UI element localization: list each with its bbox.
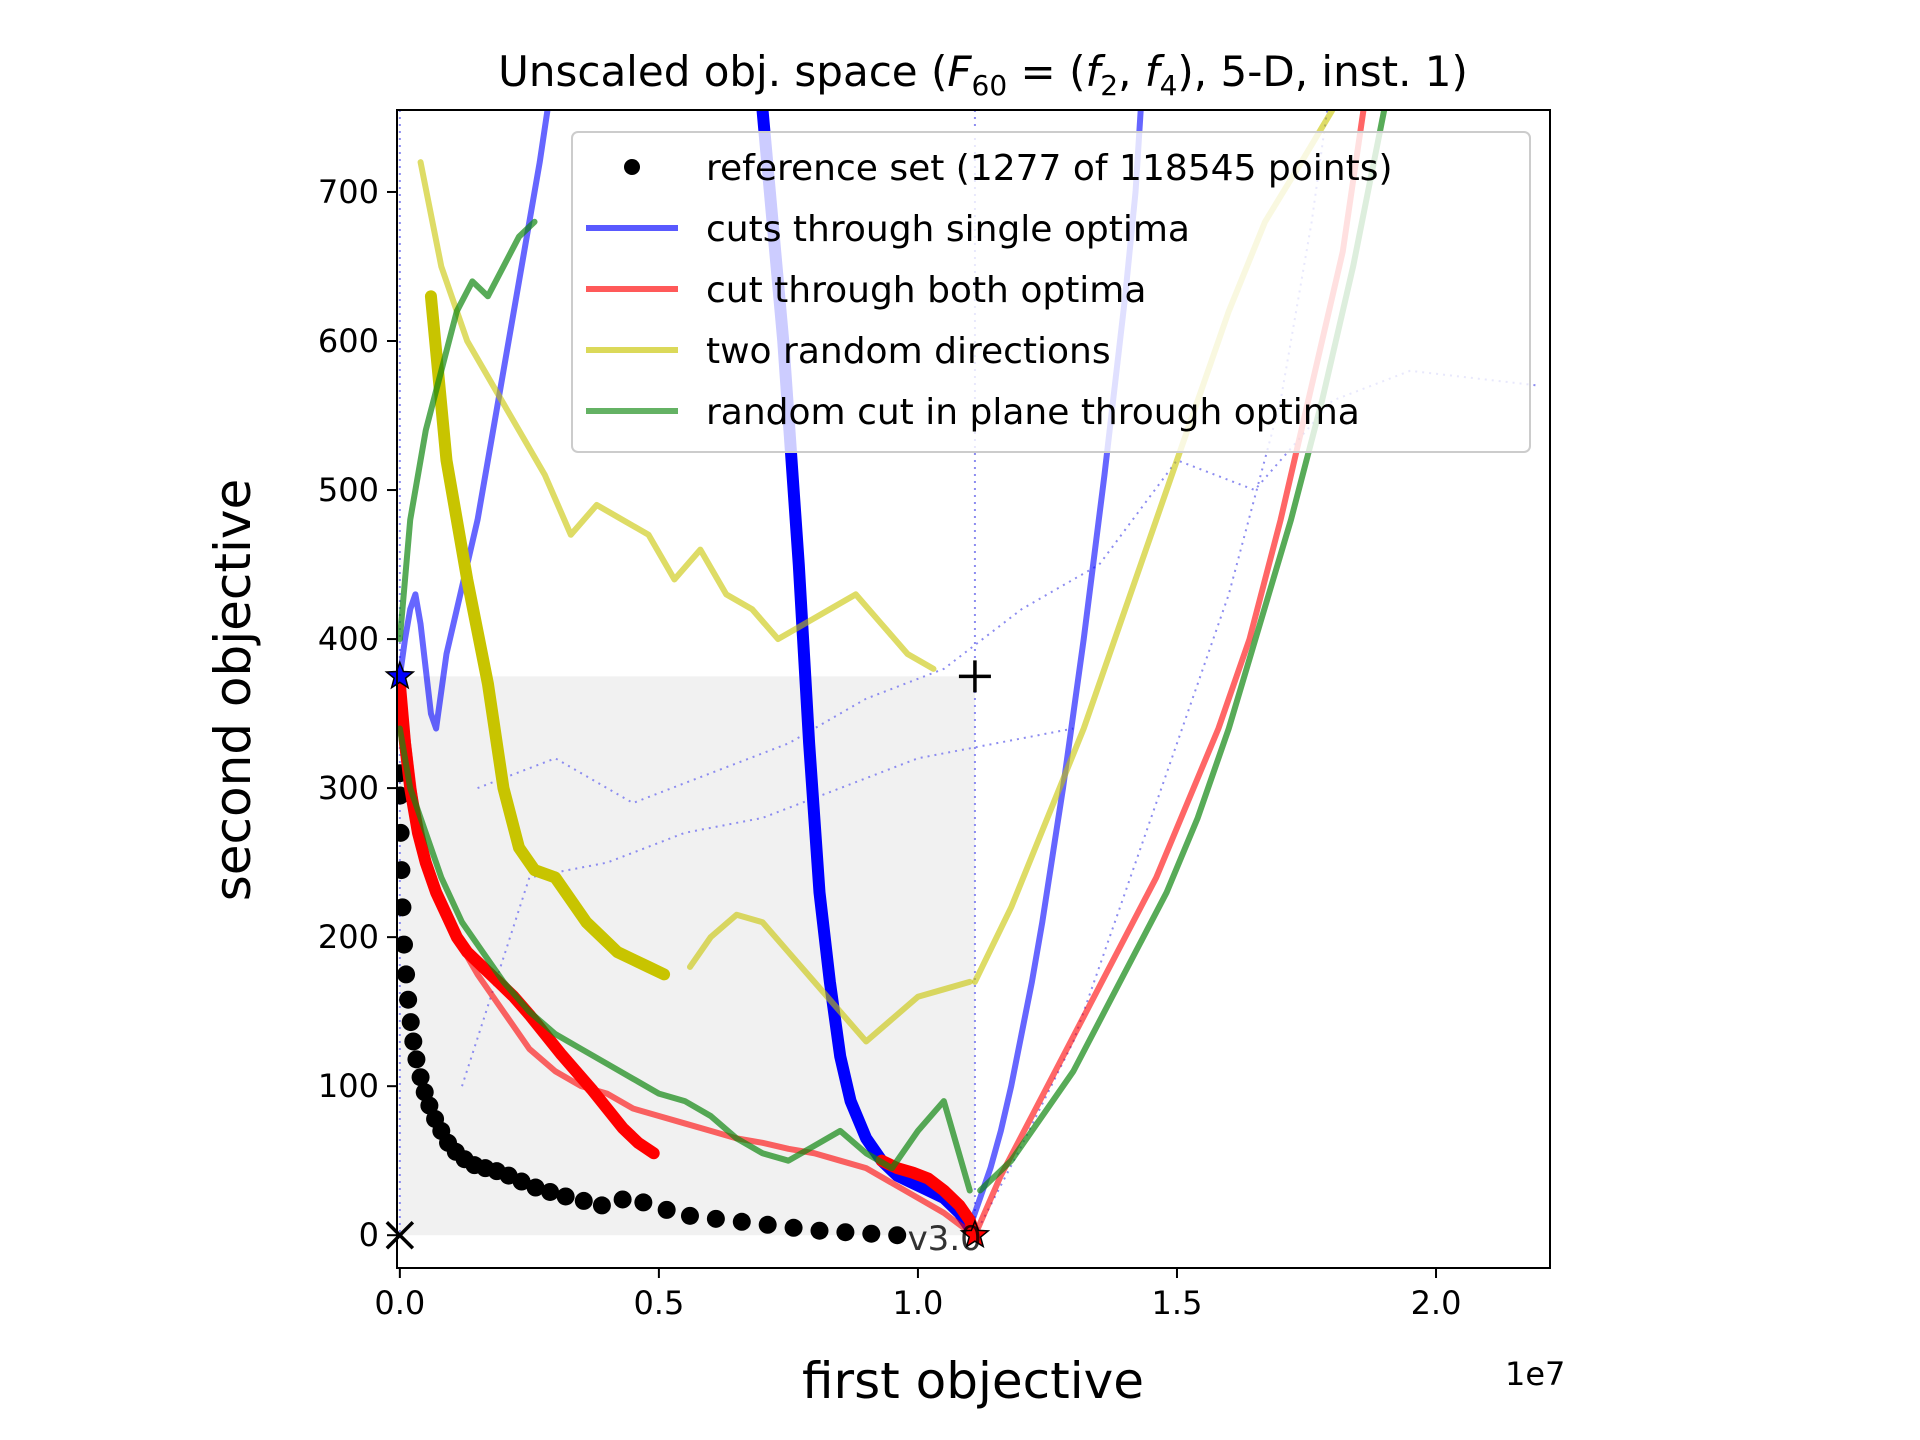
- ideal-point-marker: [385, 1220, 415, 1250]
- reference-point: [397, 965, 416, 984]
- series-line: [397, 725, 973, 1194]
- chart-title: Unscaled obj. space (F60 = (f2, f4), 5-D…: [498, 47, 1468, 102]
- series-line: [397, 110, 551, 732]
- reference-point: [732, 1212, 751, 1231]
- y-tick-label: 400: [318, 620, 379, 658]
- watermark: v3.0: [908, 1219, 982, 1259]
- reference-point: [526, 1178, 545, 1197]
- reference-point: [397, 861, 411, 880]
- legend-label: reference set (1277 of 118545 points): [706, 148, 1393, 189]
- reference-point: [397, 935, 413, 954]
- optimum-second-objective-marker: [959, 1219, 991, 1249]
- y-tick-label: 300: [318, 769, 379, 807]
- x-axis-offset: 1e7: [1505, 1355, 1565, 1393]
- y-axis: 0 100 200 300 400 500 600 700: [318, 173, 397, 1254]
- series-line: [397, 673, 973, 1236]
- legend-marker: [624, 159, 640, 175]
- y-tick-label: 700: [318, 173, 379, 211]
- y-tick-label: 100: [318, 1067, 379, 1105]
- reference-point: [680, 1206, 699, 1225]
- dotted-cut-line: [974, 110, 1329, 1236]
- reference-point: [407, 1050, 426, 1069]
- series-line: [875, 1154, 981, 1242]
- legend-label: cut through both optima: [706, 270, 1146, 311]
- legend-label: two random directions: [706, 331, 1111, 372]
- reference-point: [574, 1191, 593, 1210]
- x-tick-label: 2.0: [1411, 1284, 1462, 1322]
- x-tick-label: 1.0: [892, 1284, 943, 1322]
- y-tick-label: 600: [318, 322, 379, 360]
- reference-point: [399, 990, 418, 1009]
- x-tick-label: 0.0: [374, 1284, 425, 1322]
- legend-label: cuts through single optima: [706, 209, 1190, 250]
- reference-point: [411, 1068, 430, 1087]
- series-line: [397, 218, 538, 643]
- nadir-point-marker: [958, 660, 991, 693]
- series-line: [417, 159, 937, 672]
- reference-point: [758, 1215, 777, 1234]
- x-axis: 0.0 0.5 1.0 1.5 2.0: [374, 1268, 1461, 1322]
- reference-point: [836, 1223, 855, 1242]
- reference-point: [404, 1032, 423, 1051]
- series-line: [424, 290, 671, 981]
- reference-point: [592, 1196, 611, 1215]
- y-tick-label: 0: [359, 1216, 379, 1254]
- reference-point: [657, 1200, 676, 1219]
- reference-point: [706, 1209, 725, 1228]
- x-tick-label: 1.5: [1152, 1284, 1203, 1322]
- reference-point: [512, 1172, 531, 1191]
- reference-point: [541, 1182, 560, 1201]
- legend-label: random cut in plane through optima: [706, 392, 1360, 433]
- reference-point: [556, 1187, 575, 1206]
- reference-point: [634, 1193, 653, 1212]
- x-axis-label: first objective: [802, 1352, 1144, 1410]
- x-tick-label: 0.5: [633, 1284, 684, 1322]
- series-line: [397, 677, 660, 1160]
- reference-point: [888, 1226, 907, 1245]
- reference-point: [397, 823, 410, 842]
- reference-point: [862, 1224, 881, 1243]
- plot-frame: [396, 109, 1551, 1269]
- series-line: [756, 110, 976, 1234]
- reference-point: [401, 1013, 420, 1032]
- reference-point: [397, 898, 412, 917]
- optimum-first-objective-marker: [384, 660, 416, 690]
- legend-frame: [571, 131, 1531, 453]
- reference-point: [810, 1221, 829, 1240]
- reference-point: [784, 1218, 803, 1237]
- y-tick-label: 200: [318, 918, 379, 956]
- series-line: [686, 911, 973, 1045]
- series-layer: [397, 110, 1388, 1245]
- marker-layer: [384, 660, 991, 1250]
- dotted-cut-line: [477, 369, 1540, 805]
- legend: reference set (1277 of 118545 points) cut…: [571, 131, 1531, 453]
- y-axis-label: second objective: [204, 479, 262, 902]
- reference-point: [613, 1190, 632, 1209]
- y-tick-label: 500: [318, 471, 379, 509]
